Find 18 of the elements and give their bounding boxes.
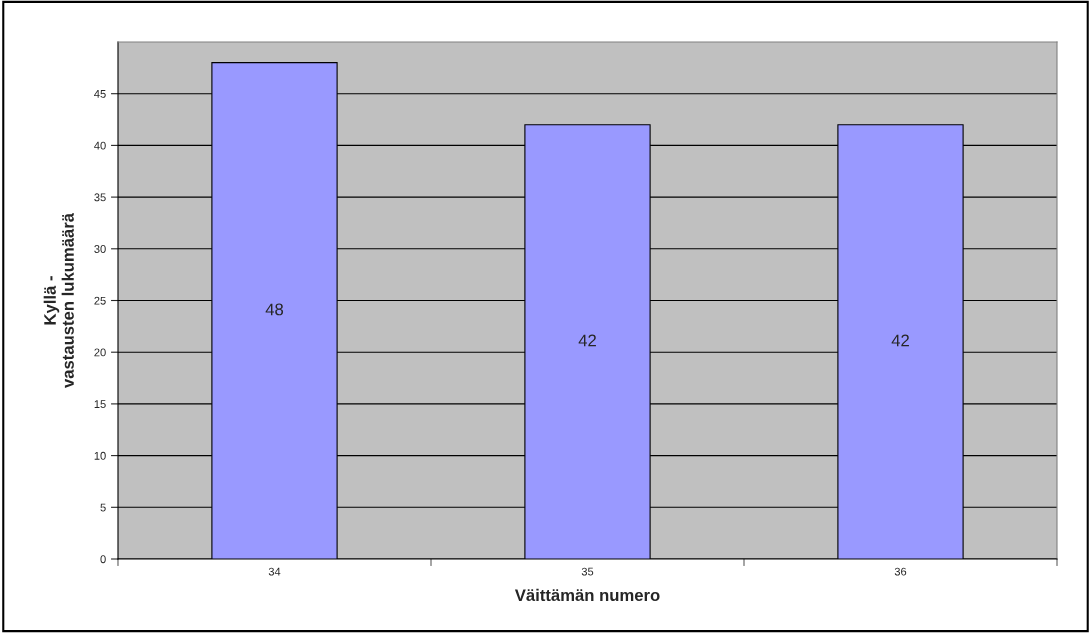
x-axis-title: Väittämän numero [514,588,660,602]
y-axis-title: Kyllä - vastausten lukumäärä [43,212,74,388]
y-tick-label: 25 [94,296,106,305]
x-tick-label: 36 [894,567,907,576]
y-tick-label: 0 [100,555,106,564]
y-tick-label: 15 [94,400,106,409]
y-tick-label: 20 [94,348,106,357]
y-tick-label: 40 [94,141,106,150]
y-tick-label: 10 [94,451,106,460]
data-label: 48 [265,303,284,316]
x-tick-label: 34 [268,567,281,576]
y-tick-label: 5 [100,503,106,512]
data-label: 42 [578,334,596,347]
y-tick-label: 45 [94,90,106,98]
data-label: 42 [891,334,909,347]
x-tick-label: 35 [581,567,594,576]
y-tick-label: 30 [94,245,106,253]
y-tick-label: 35 [94,193,106,202]
